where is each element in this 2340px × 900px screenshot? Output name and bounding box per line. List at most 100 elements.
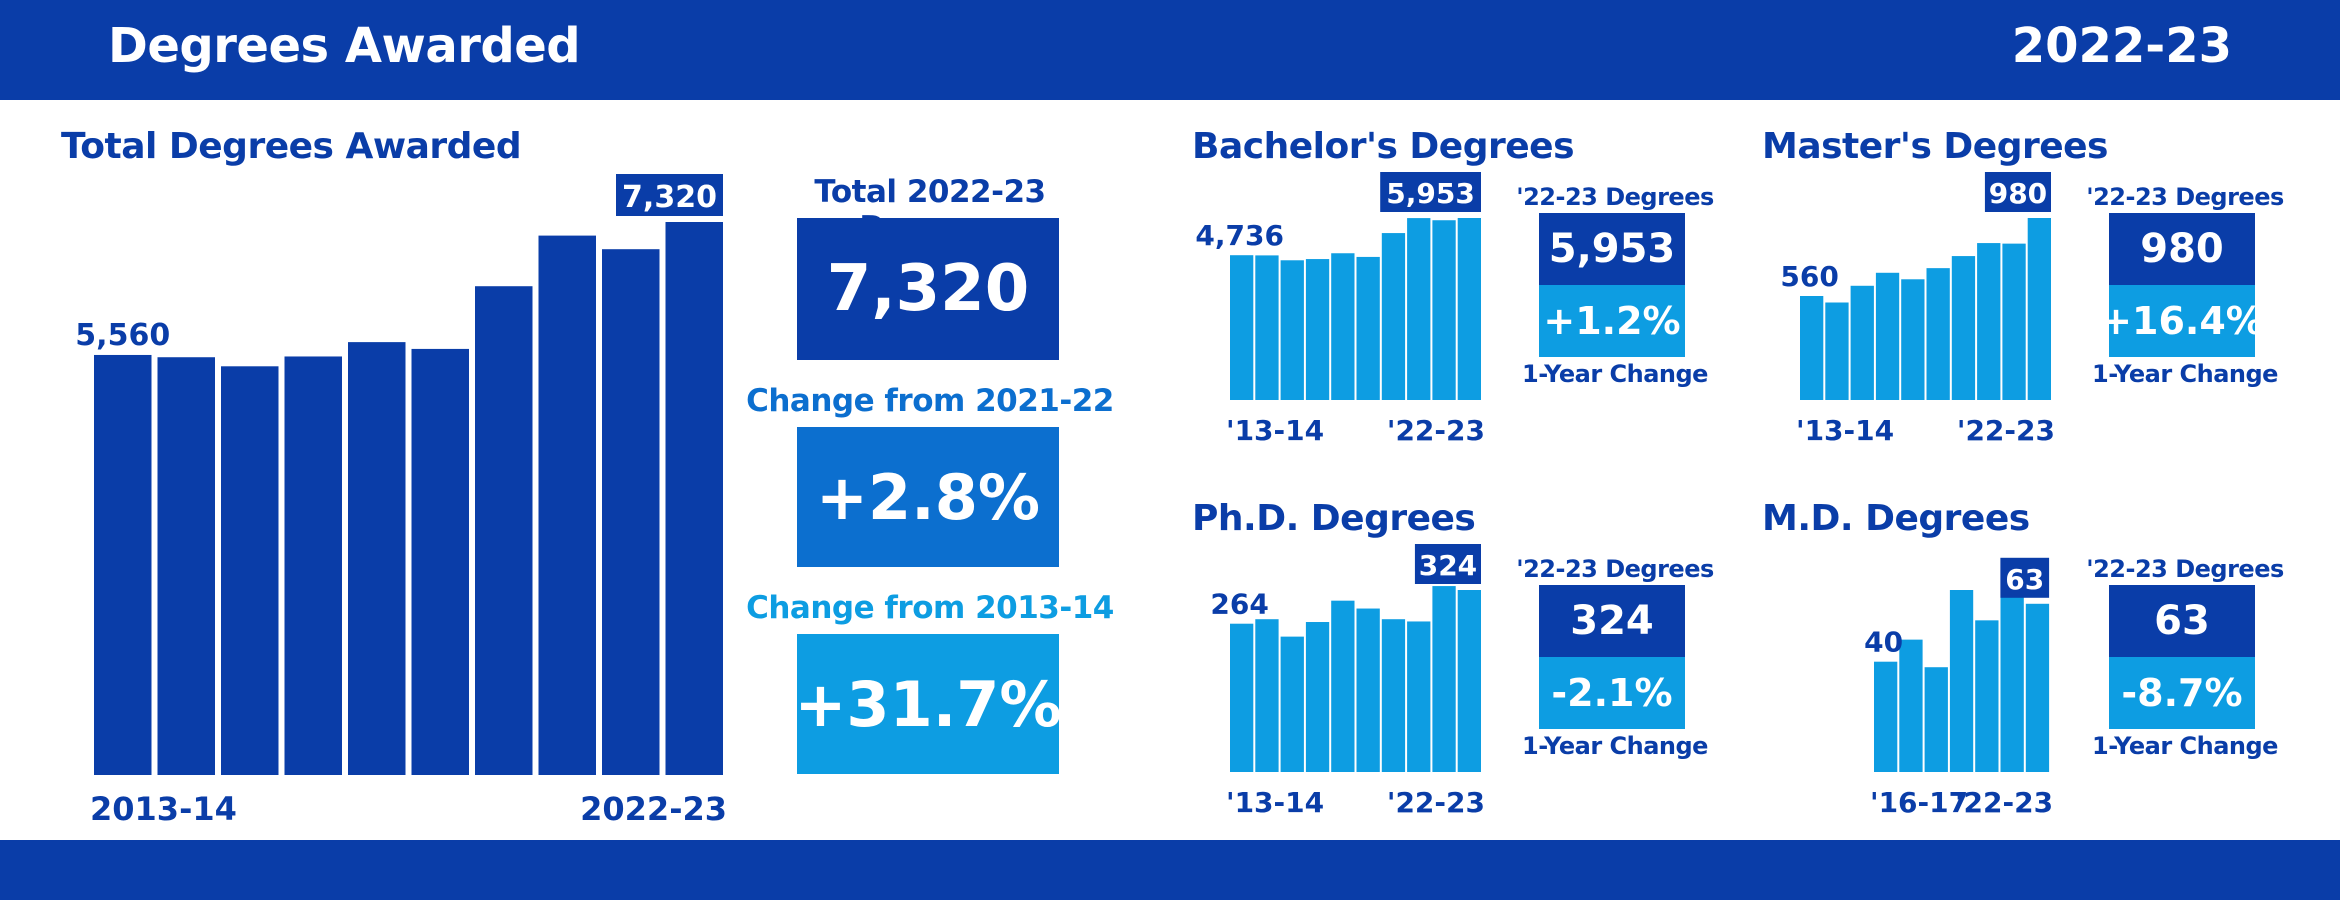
md-change-value: -8.7% bbox=[2109, 657, 2255, 729]
md-current-value: 63 bbox=[2109, 585, 2255, 657]
header-bar: Degrees Awarded 2022-23 bbox=[0, 0, 2340, 100]
masters-title: Master's Degrees bbox=[1762, 126, 2109, 167]
md-last-value-box bbox=[2000, 557, 2050, 598]
total-bar bbox=[538, 235, 596, 775]
page-title: Degrees Awarded bbox=[108, 18, 581, 74]
phd-change-value: -2.1% bbox=[1539, 657, 1685, 729]
footer-bar bbox=[0, 840, 2340, 900]
phd-bar bbox=[1230, 623, 1254, 772]
total-bar bbox=[221, 366, 279, 775]
bachelors-first-value-label: 4,736 bbox=[1195, 219, 1284, 252]
bachelors-last-value-label: 5,953 bbox=[1386, 177, 1475, 210]
md-bar bbox=[1874, 661, 1898, 772]
bachelors-bar bbox=[1305, 259, 1330, 400]
phd-bar bbox=[1381, 619, 1406, 772]
bachelors-bar bbox=[1432, 220, 1456, 400]
total-last-value-box bbox=[616, 174, 723, 216]
md-bar bbox=[2025, 603, 2050, 772]
md-bar bbox=[1949, 590, 1974, 772]
bachelors-bar bbox=[1230, 255, 1254, 400]
phd-bar bbox=[1255, 619, 1279, 772]
md-chart: 40 63 '16-17'22-23 bbox=[1864, 557, 2053, 819]
phd-bar bbox=[1432, 586, 1456, 772]
masters-bar bbox=[1800, 296, 1824, 400]
total-bar bbox=[602, 249, 660, 775]
bachelors-bar bbox=[1280, 260, 1304, 400]
bachelors-bar bbox=[1255, 255, 1279, 400]
phd-change-label: 1-Year Change bbox=[1522, 732, 1708, 760]
total-last-value-label: 7,320 bbox=[622, 180, 717, 215]
phd-bar bbox=[1407, 621, 1431, 772]
bachelors-current-label: '22-23 Degrees bbox=[1516, 183, 1714, 211]
masters-chart: 560 980 '13-14 '22-23 bbox=[1780, 172, 2055, 447]
masters-bar bbox=[1977, 243, 2001, 400]
masters-bar bbox=[1901, 279, 1925, 400]
total-bar bbox=[348, 342, 406, 775]
phd-last-value-label: 324 bbox=[1419, 549, 1477, 582]
md-title: M.D. Degrees bbox=[1762, 498, 2030, 539]
phd-current-value: 324 bbox=[1539, 585, 1685, 657]
total-current-value: 7,320 bbox=[797, 218, 1059, 360]
bachelors-bar bbox=[1331, 253, 1355, 400]
phd-chart: 264 324 '13-14 '22-23 bbox=[1210, 544, 1485, 819]
md-bar bbox=[1975, 620, 1999, 772]
md-bar bbox=[1899, 639, 1923, 772]
bachelors-change-label: 1-Year Change bbox=[1522, 360, 1708, 388]
md-bar bbox=[2000, 590, 2024, 772]
phd-bar bbox=[1305, 622, 1330, 772]
masters-last-value-box bbox=[1984, 172, 2051, 212]
phd-title: Ph.D. Degrees bbox=[1192, 498, 1476, 539]
md-first-value-label: 40 bbox=[1864, 626, 1903, 659]
masters-bar bbox=[1926, 268, 1950, 400]
masters-first-value-label: 560 bbox=[1780, 260, 1838, 293]
masters-bar bbox=[2027, 218, 2051, 400]
masters-bar bbox=[1951, 256, 1976, 400]
phd-last-value-box bbox=[1414, 544, 1481, 584]
phd-current-label: '22-23 Degrees bbox=[1516, 555, 1714, 583]
masters-last-value-label: 980 bbox=[1989, 177, 2047, 210]
bachelors-bar bbox=[1356, 256, 1380, 400]
total-bar bbox=[157, 357, 215, 775]
masters-current-value: 980 bbox=[2109, 213, 2255, 285]
md-tick-first: '16-17 bbox=[1870, 786, 1968, 819]
masters-tick-first: '13-14 bbox=[1796, 414, 1894, 447]
bachelors-bar bbox=[1381, 233, 1406, 400]
masters-bar bbox=[1850, 285, 1874, 400]
bachelors-current-value: 5,953 bbox=[1539, 213, 1685, 285]
change-prev-value: +2.8% bbox=[797, 427, 1059, 567]
bachelors-tick-first: '13-14 bbox=[1226, 414, 1324, 447]
total-bar bbox=[94, 354, 152, 775]
md-last-value-label: 63 bbox=[2005, 563, 2044, 596]
phd-tick-last: '22-23 bbox=[1387, 786, 1485, 819]
phd-bar bbox=[1457, 590, 1481, 772]
md-bar bbox=[1924, 667, 1948, 772]
total-bar bbox=[284, 356, 342, 775]
bachelors-last-value-box bbox=[1380, 172, 1481, 212]
change-base-value: +31.7% bbox=[794, 634, 1062, 774]
phd-first-value-label: 264 bbox=[1210, 588, 1268, 621]
bachelors-title: Bachelor's Degrees bbox=[1192, 126, 1575, 167]
bachelors-bar bbox=[1407, 218, 1431, 400]
change-base-label: Change from 2013-14 bbox=[746, 590, 1114, 626]
masters-bar bbox=[2002, 243, 2026, 400]
phd-tick-first: '13-14 bbox=[1226, 786, 1324, 819]
masters-change-value: +16.4% bbox=[2100, 285, 2264, 357]
bachelors-tick-last: '22-23 bbox=[1387, 414, 1485, 447]
masters-bar bbox=[1825, 302, 1849, 400]
total-chart-title: Total Degrees Awarded bbox=[61, 126, 522, 167]
total-bar bbox=[475, 286, 533, 775]
bachelors-change-value: +1.2% bbox=[1539, 285, 1685, 357]
phd-bar bbox=[1356, 608, 1380, 772]
total-first-value-label: 5,560 bbox=[75, 318, 170, 353]
total-bar bbox=[411, 348, 469, 775]
change-prev-label: Change from 2021-22 bbox=[746, 383, 1114, 419]
phd-bar bbox=[1280, 636, 1304, 772]
masters-change-label: 1-Year Change bbox=[2092, 360, 2278, 388]
bachelors-bar bbox=[1457, 218, 1481, 400]
page-year: 2022-23 bbox=[2011, 18, 2232, 74]
md-current-label: '22-23 Degrees bbox=[2086, 555, 2284, 583]
total-tick-first: 2013-14 bbox=[90, 790, 237, 828]
md-tick-last: '22-23 bbox=[1955, 786, 2053, 819]
total-bar bbox=[665, 222, 723, 775]
masters-current-label: '22-23 Degrees bbox=[2086, 183, 2284, 211]
